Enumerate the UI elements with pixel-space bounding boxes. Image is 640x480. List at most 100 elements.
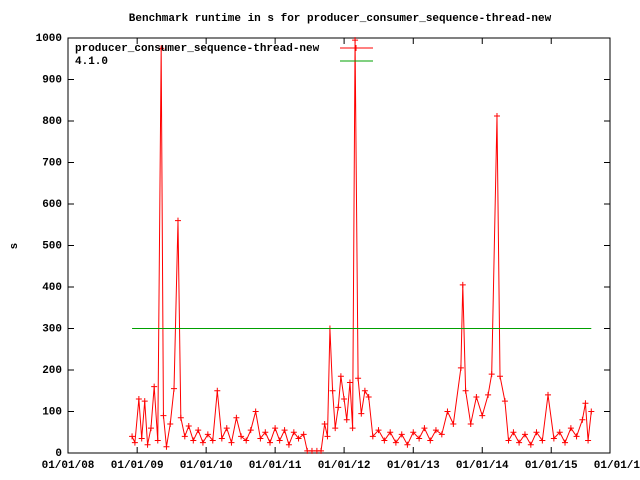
point-marker bbox=[404, 441, 411, 448]
point-marker bbox=[369, 433, 376, 440]
point-marker bbox=[392, 439, 399, 446]
point-marker bbox=[573, 433, 580, 440]
point-marker bbox=[521, 431, 528, 438]
point-marker bbox=[147, 425, 154, 432]
y-tick-label: 1000 bbox=[36, 33, 62, 45]
point-marker bbox=[272, 425, 279, 432]
y-tick-label: 400 bbox=[42, 282, 62, 294]
point-marker bbox=[285, 441, 292, 448]
y-tick-label: 500 bbox=[42, 240, 62, 252]
point-marker bbox=[450, 420, 457, 427]
point-marker bbox=[238, 433, 245, 440]
point-marker bbox=[138, 435, 145, 442]
point-marker bbox=[467, 420, 474, 427]
x-tick-label: 01/01/11 bbox=[249, 460, 302, 472]
point-marker bbox=[131, 439, 138, 446]
y-tick-label: 600 bbox=[42, 199, 62, 211]
point-marker bbox=[539, 437, 546, 444]
point-marker bbox=[545, 391, 552, 398]
point-marker bbox=[174, 217, 181, 224]
point-marker bbox=[381, 437, 388, 444]
point-marker bbox=[204, 431, 211, 438]
point-marker bbox=[223, 425, 230, 432]
point-marker bbox=[516, 439, 523, 446]
point-marker bbox=[341, 396, 348, 403]
point-marker bbox=[214, 387, 221, 394]
y-axis-label: s bbox=[9, 243, 21, 250]
point-marker bbox=[582, 400, 589, 407]
point-marker bbox=[579, 416, 586, 423]
point-marker bbox=[171, 385, 178, 392]
point-marker bbox=[562, 439, 569, 446]
x-tick-label: 01/01/12 bbox=[318, 460, 371, 472]
point-marker bbox=[352, 37, 359, 44]
point-marker bbox=[457, 364, 464, 371]
point-marker bbox=[493, 113, 500, 120]
point-marker bbox=[135, 396, 142, 403]
point-marker bbox=[243, 437, 250, 444]
point-marker bbox=[421, 425, 428, 432]
point-marker bbox=[329, 387, 336, 394]
point-marker bbox=[233, 414, 240, 421]
x-tick-label: 01/01/15 bbox=[525, 460, 578, 472]
x-tick-label: 01/01/10 bbox=[180, 460, 233, 472]
point-marker bbox=[432, 427, 439, 434]
point-marker bbox=[358, 410, 365, 417]
point-marker bbox=[365, 393, 372, 400]
y-tick-label: 800 bbox=[42, 116, 62, 128]
x-tick-label: 01/01/14 bbox=[456, 460, 509, 472]
point-marker bbox=[485, 391, 492, 398]
point-marker bbox=[218, 435, 225, 442]
chart-title: Benchmark runtime in s for producer_cons… bbox=[129, 13, 552, 25]
y-tick-label: 300 bbox=[42, 323, 62, 335]
point-marker bbox=[332, 425, 339, 432]
point-marker bbox=[141, 398, 148, 405]
point-marker bbox=[267, 439, 274, 446]
point-marker bbox=[438, 431, 445, 438]
point-marker bbox=[185, 423, 192, 430]
point-marker bbox=[488, 371, 495, 378]
point-marker bbox=[343, 416, 350, 423]
point-marker bbox=[167, 420, 174, 427]
point-marker bbox=[355, 375, 362, 382]
point-marker bbox=[177, 414, 184, 421]
point-marker bbox=[158, 45, 165, 52]
y-tick-label: 700 bbox=[42, 157, 62, 169]
point-marker bbox=[276, 437, 283, 444]
point-marker bbox=[459, 281, 466, 288]
y-tick-label: 200 bbox=[42, 365, 62, 377]
point-marker bbox=[262, 429, 269, 436]
point-marker bbox=[324, 433, 331, 440]
point-marker bbox=[190, 437, 197, 444]
point-marker bbox=[209, 437, 216, 444]
y-tick-label: 0 bbox=[55, 448, 62, 460]
point-marker bbox=[257, 435, 264, 442]
x-tick-label: 01/01/08 bbox=[42, 460, 95, 472]
point-marker bbox=[387, 429, 394, 436]
legend-marker bbox=[353, 45, 359, 51]
point-marker bbox=[527, 441, 534, 448]
point-marker bbox=[416, 435, 423, 442]
point-marker bbox=[247, 427, 254, 434]
point-marker bbox=[144, 441, 151, 448]
point-marker bbox=[335, 404, 342, 411]
point-marker bbox=[160, 412, 167, 419]
point-marker bbox=[181, 433, 188, 440]
point-marker bbox=[129, 433, 136, 440]
point-marker bbox=[295, 435, 302, 442]
point-marker bbox=[318, 447, 325, 454]
point-marker bbox=[290, 429, 297, 436]
point-marker bbox=[588, 408, 595, 415]
point-marker bbox=[361, 387, 368, 394]
y-tick-label: 100 bbox=[42, 406, 62, 418]
point-marker bbox=[398, 431, 405, 438]
point-marker bbox=[252, 408, 259, 415]
point-marker bbox=[281, 427, 288, 434]
point-marker bbox=[444, 408, 451, 415]
point-marker bbox=[228, 439, 235, 446]
point-marker bbox=[349, 425, 356, 432]
point-marker bbox=[567, 425, 574, 432]
point-marker bbox=[199, 439, 206, 446]
